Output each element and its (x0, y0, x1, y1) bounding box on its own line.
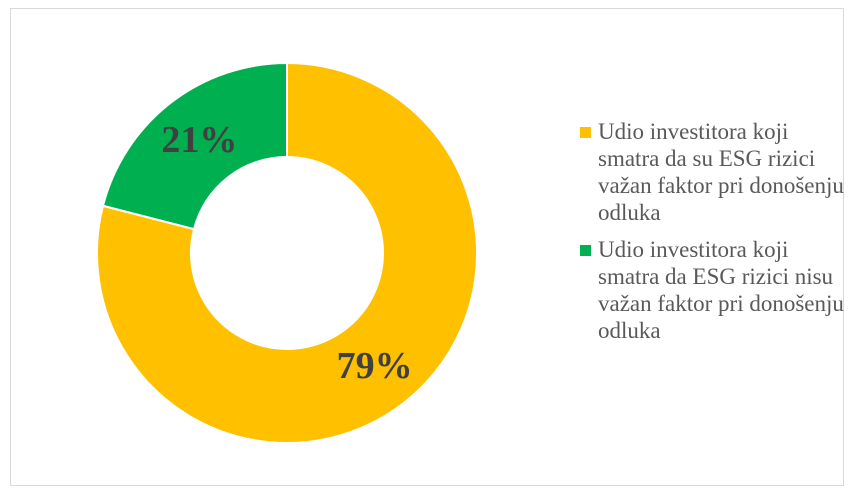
legend-swatch-not-important (580, 245, 591, 256)
slice-label-important: 79% (337, 345, 413, 387)
slice-label-not-important: 21% (161, 119, 237, 161)
legend-item-not-important: Udio investitora koji smatra da ESG rizi… (576, 236, 846, 344)
slice-not-important (101, 61, 288, 231)
legend: Udio investitora koji smatra da su ESG r… (576, 118, 846, 354)
legend-item-important: Udio investitora koji smatra da su ESG r… (576, 118, 846, 226)
legend-label-important: Udio investitora koji smatra da su ESG r… (598, 119, 844, 225)
slice-important (96, 61, 478, 444)
legend-label-not-important: Udio investitora koji smatra da ESG rizi… (598, 237, 844, 343)
legend-swatch-important (580, 127, 591, 138)
